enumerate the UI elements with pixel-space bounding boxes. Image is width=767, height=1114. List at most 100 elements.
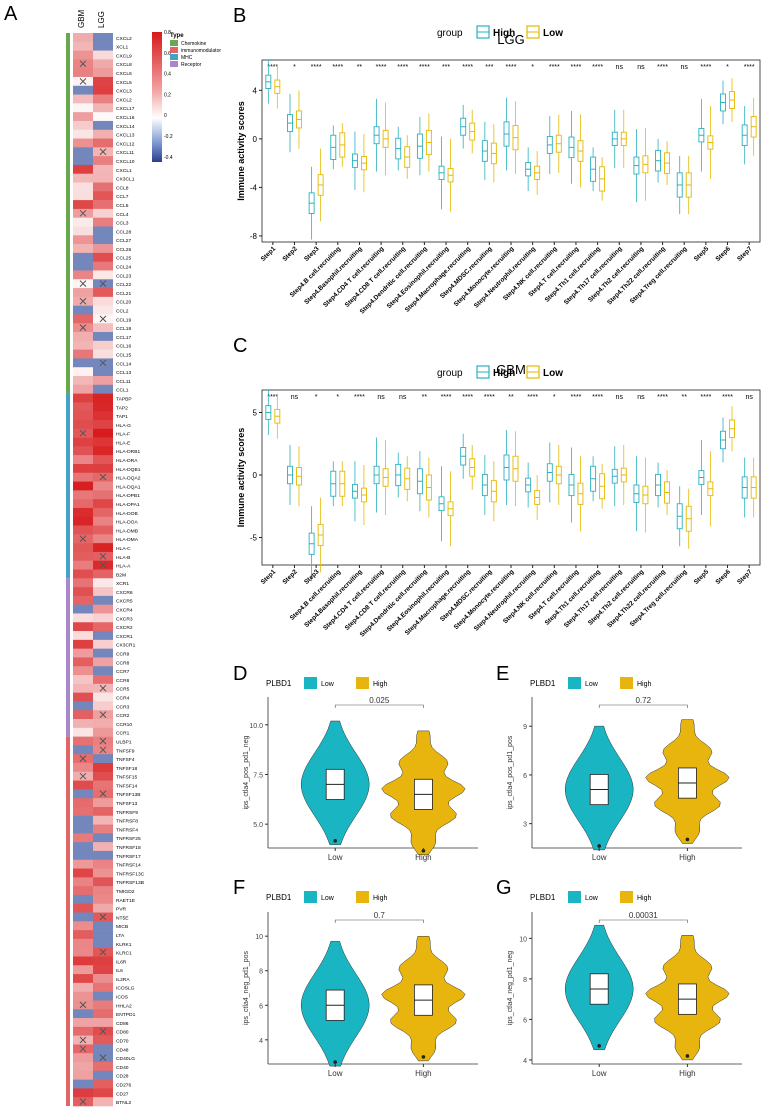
heatmap-gene-label: CD80: [116, 1030, 129, 1036]
heatmap-cell: [73, 903, 93, 913]
heatmap-cell: [93, 446, 113, 456]
x-tick-label: Step6: [714, 245, 732, 263]
pvalue-bracket: [598, 919, 688, 923]
significance-label: **: [681, 394, 687, 401]
plot-frame: [261, 59, 761, 243]
y-tick-label: 6: [259, 1003, 263, 1010]
heatmap-cell: [73, 859, 93, 869]
heatmap-cell: [93, 208, 113, 218]
plot-frame: [261, 389, 761, 566]
heatmap-cell: [73, 569, 93, 579]
heatmap-cell: [73, 173, 93, 183]
heatmap-cell: [73, 666, 93, 676]
heatmap-gene-label: CCL1: [116, 388, 129, 394]
heatmap-gene-label: ULBP1: [116, 739, 132, 745]
pvalue-label: 0.72: [636, 696, 652, 705]
heatmap-gene-label: B2M: [116, 572, 126, 578]
significance-label: *: [531, 64, 534, 71]
heatmap: GBM LGG CXCL2 XCL1 CXCL9 CXCL8 CXCL6 CXCL5 CXC…: [66, 9, 221, 1107]
heatmap-cell: [73, 543, 93, 553]
x-tick-label: High: [679, 853, 695, 862]
heatmap-gene-label: CXCL2: [116, 36, 132, 42]
heatmap-gene-label: TNFSF15: [116, 775, 137, 781]
heatmap-cell: [93, 252, 113, 262]
heatmap-cell: [73, 631, 93, 641]
significance-label: ****: [700, 64, 711, 71]
nonsignificant-mark-icon: [99, 737, 107, 745]
heatmap-cell: [73, 780, 93, 790]
heatmap-cell: [73, 138, 93, 148]
type-legend-swatch: [170, 40, 178, 46]
heatmap-cell: [93, 815, 113, 825]
heatmap-cell: [73, 164, 93, 175]
heatmap-cell: [93, 657, 113, 667]
heatmap-gene-label: CXCL11: [116, 150, 134, 156]
y-tick-label: 9: [523, 724, 527, 731]
heatmap-gene-label: TNFSF13B: [116, 792, 140, 798]
heatmap-gene-label: CXCR6: [116, 590, 133, 596]
heatmap-cell: [73, 516, 93, 526]
heatmap-cell: [73, 991, 93, 1001]
heatmap-gene-label: CCL22: [116, 282, 132, 288]
heatmap-cell: [93, 850, 113, 861]
nonsignificant-mark-icon: [99, 552, 107, 560]
heatmap-cell: [73, 270, 93, 280]
heatmap-cell: [93, 1088, 113, 1098]
significance-label: ****: [571, 394, 582, 401]
y-tick-label: 0: [253, 471, 258, 480]
heatmap-cell: [93, 701, 113, 711]
heatmap-gene-label: TNFRSF25: [116, 836, 141, 842]
heatmap-cell: [73, 446, 93, 456]
heatmap-gene-label: TNFSF9: [116, 748, 135, 754]
x-tick-label: High: [415, 1069, 431, 1078]
heatmap-cell: [93, 411, 113, 421]
heatmap-cell: [73, 1062, 93, 1072]
heatmap-cell: [73, 437, 93, 447]
heatmap-gene-label: BTNL2: [116, 1100, 132, 1106]
heatmap-gene-label: HLA-DPA1: [116, 502, 140, 508]
heatmap-gene-label: TNFSF4: [116, 757, 135, 763]
legend-label: High: [373, 681, 388, 688]
heatmap-cell: [73, 824, 93, 834]
legend-label: Low: [321, 895, 335, 902]
type-legend-label: MHC: [181, 55, 193, 61]
heatmap-gene-label: HLA-DQA1: [116, 484, 141, 490]
nonsignificant-mark-icon: [79, 324, 87, 331]
heatmap-cell: [73, 226, 93, 236]
legend-label: Low: [585, 895, 599, 902]
heatmap-gene-label: TNFRSF14: [116, 863, 141, 869]
heatmap-colorbar: 0.8 0.6 0.4 0.2 0 -0.2 -0.4: [152, 30, 173, 162]
type-bar-segment: [66, 736, 70, 1106]
panel-label-a: A: [4, 3, 18, 25]
heatmap-gene-label: TNFRSF9: [116, 810, 138, 816]
heatmap-cell: [93, 1079, 113, 1089]
heatmap-col-lgg: LGG: [97, 11, 106, 28]
heatmap-gene-label: IL2RA: [116, 977, 130, 983]
heatmap-gene-label: CCL15: [116, 352, 132, 358]
significance-label: ****: [267, 394, 278, 401]
y-tick-label: 5: [253, 409, 258, 418]
nonsignificant-mark-icon: [99, 561, 107, 569]
heatmap-cell: [93, 182, 113, 192]
heatmap-cell: [73, 956, 93, 966]
heatmap-cell: [73, 974, 93, 984]
x-tick-label: Step7: [736, 245, 754, 263]
heatmap-cell: [93, 639, 113, 649]
heatmap-gene-label: CCL26: [116, 247, 132, 253]
y-tick-label: -4: [250, 183, 258, 192]
y-tick-label: 4: [259, 1038, 263, 1045]
heatmap-cell: [73, 358, 93, 368]
nonsignificant-mark-icon: [99, 790, 107, 798]
heatmap-cell: [93, 1009, 113, 1019]
heatmap-cell: [73, 419, 93, 430]
y-axis-label: ips_ctla4_pos_pd1_neg: [243, 735, 250, 809]
significance-label: ns: [616, 64, 624, 71]
outlier-point: [685, 837, 690, 842]
legend-title: group: [437, 28, 463, 39]
heatmap-cell: [93, 930, 113, 940]
heatmap-gene-label: CXCL14: [116, 124, 135, 130]
heatmap-cell: [73, 947, 93, 957]
type-bar-segment: [66, 393, 70, 579]
nonsignificant-mark-icon: [99, 148, 107, 156]
heatmap-cell: [93, 402, 113, 412]
